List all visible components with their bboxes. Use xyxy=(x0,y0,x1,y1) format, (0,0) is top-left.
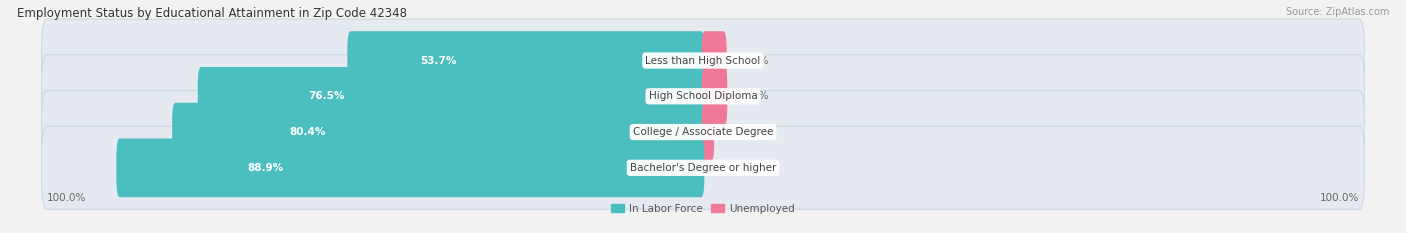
Text: 100.0%: 100.0% xyxy=(1320,193,1360,203)
Text: 53.7%: 53.7% xyxy=(420,55,457,65)
Text: 100.0%: 100.0% xyxy=(46,193,86,203)
FancyBboxPatch shape xyxy=(42,126,1364,209)
FancyBboxPatch shape xyxy=(198,67,704,126)
Text: 80.4%: 80.4% xyxy=(290,127,326,137)
Text: High School Diploma: High School Diploma xyxy=(648,91,758,101)
Text: Less than High School: Less than High School xyxy=(645,55,761,65)
Text: 88.9%: 88.9% xyxy=(247,163,284,173)
FancyBboxPatch shape xyxy=(42,55,1364,138)
Text: 1.2%: 1.2% xyxy=(742,127,769,137)
FancyBboxPatch shape xyxy=(42,19,1364,102)
FancyBboxPatch shape xyxy=(42,91,1364,174)
FancyBboxPatch shape xyxy=(117,138,704,197)
FancyBboxPatch shape xyxy=(702,67,727,126)
Text: 76.5%: 76.5% xyxy=(308,91,344,101)
Legend: In Labor Force, Unemployed: In Labor Force, Unemployed xyxy=(612,204,794,213)
FancyBboxPatch shape xyxy=(702,103,714,161)
Text: Source: ZipAtlas.com: Source: ZipAtlas.com xyxy=(1285,7,1389,17)
Text: Employment Status by Educational Attainment in Zip Code 42348: Employment Status by Educational Attainm… xyxy=(17,7,406,20)
Text: Bachelor's Degree or higher: Bachelor's Degree or higher xyxy=(630,163,776,173)
FancyBboxPatch shape xyxy=(172,103,704,161)
FancyBboxPatch shape xyxy=(702,31,727,90)
FancyBboxPatch shape xyxy=(347,31,704,90)
Text: 3.2%: 3.2% xyxy=(742,91,769,101)
Text: 0.0%: 0.0% xyxy=(742,163,769,173)
Text: College / Associate Degree: College / Associate Degree xyxy=(633,127,773,137)
Text: 3.1%: 3.1% xyxy=(742,55,769,65)
